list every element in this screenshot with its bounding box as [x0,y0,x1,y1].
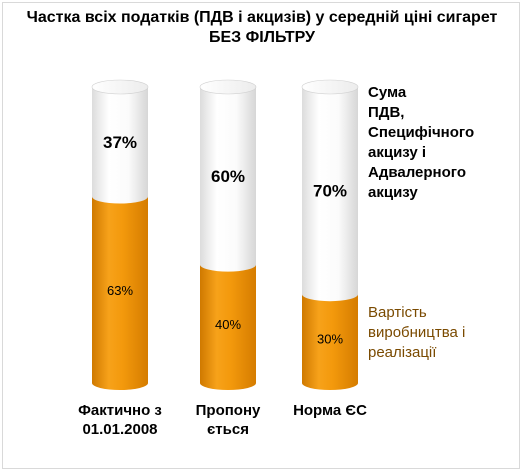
legend-taxes-line-2: ПДВ, [368,104,404,121]
bar-segment-taxes-1 [92,87,148,204]
bar-group-2: 60% 40% [199,79,257,390]
category-label-2-line-2: ється [207,421,249,438]
chart-title-line-2: БЕЗ ФІЛЬТРУ [209,29,316,46]
bar-segment-production-3 [302,294,358,390]
legend-production-line-2: виробництва і [368,324,465,341]
data-label-taxes-2: 60% [211,167,245,186]
legend-production-line-3: реалізації [368,344,437,361]
legend-taxes-line-1: Сума [368,84,407,101]
bar-segment-production-1 [92,196,148,390]
bar-group-3: 70% 30% [301,79,359,390]
data-label-taxes-3: 70% [313,182,347,201]
bar-top-cap-2 [199,79,257,95]
legend-taxes-line-4: акцизу і [368,144,426,161]
bar-segment-taxes-3 [302,87,358,302]
category-label-3-line-1: Норма ЄС [293,402,367,419]
chart-title-line-1: Частка всіх податків (ПДВ і акцизів) у с… [27,9,498,26]
legend-taxes-line-3: Специфічного [368,124,474,141]
bar-segment-production-2 [200,264,256,390]
data-label-taxes-1: 37% [103,133,137,152]
bars: 37% 63% 60% 40% 70% 30% [91,79,359,390]
data-label-production-1: 63% [107,283,133,298]
legend: Сума ПДВ, Специфічного акцизу і Адвалерного а… [368,84,474,361]
chart-title: Частка всіх податків (ПДВ і акцизів) у с… [27,9,498,46]
bar-group-1: 37% 63% [91,79,149,390]
legend-production-line-1: Вартість [368,304,427,321]
category-label-2-line-1: Пропону [196,402,261,419]
bar-top-cap-3 [301,79,359,95]
legend-taxes-line-5: Адвалерного [368,164,466,181]
category-label-1-line-1: Фактично з [78,402,162,419]
data-label-production-2: 40% [215,317,241,332]
bar-segment-taxes-2 [200,87,256,272]
category-label-1-line-2: 01.01.2008 [82,421,157,438]
data-label-production-3: 30% [317,332,343,347]
bar-top-cap-1 [91,79,149,95]
category-labels: Фактично з 01.01.2008 Пропону ється Норма ЄС [78,402,367,438]
chart-frame [2,2,520,469]
legend-taxes-line-6: акцизу [368,184,418,201]
